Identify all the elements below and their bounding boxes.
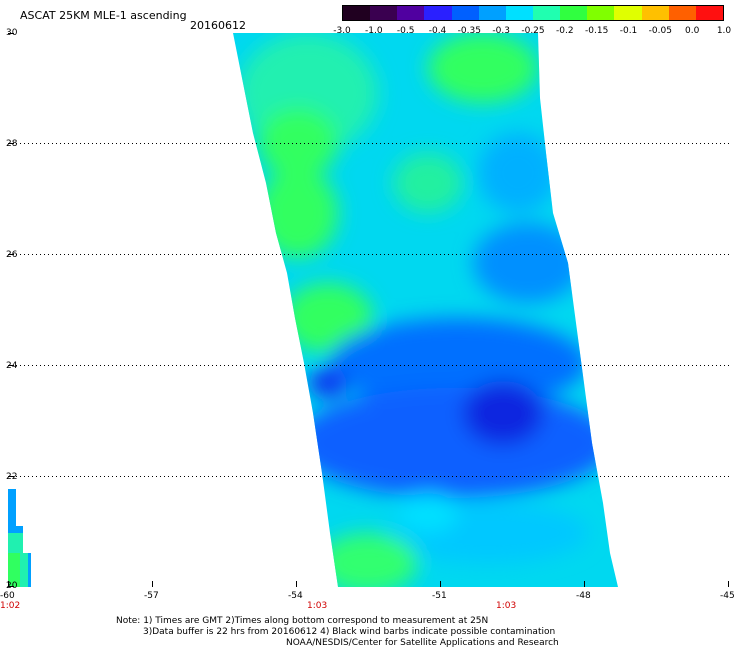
colorbar-swatch bbox=[424, 6, 452, 20]
colorbar-swatch bbox=[397, 6, 425, 20]
x-tick-minus45: -45 bbox=[720, 591, 735, 601]
colorbar bbox=[342, 5, 724, 21]
gridlines bbox=[8, 143, 729, 477]
time-label-2: 1:03 bbox=[307, 601, 328, 611]
colorbar-label: -0.1 bbox=[619, 26, 638, 36]
colorbar-swatch bbox=[505, 6, 533, 20]
map-title: ASCAT 25KM MLE-1 ascending bbox=[20, 9, 187, 22]
note-line-2: 3)Data buffer is 22 hrs from 20160612 4)… bbox=[143, 627, 556, 637]
colorbar-label: 0.0 bbox=[684, 26, 700, 36]
x-tick-minus57: -57 bbox=[144, 591, 159, 601]
y-tick-20: 20 bbox=[6, 581, 18, 591]
colorbar-swatch bbox=[370, 6, 398, 20]
x-tick-minus60: -60 bbox=[0, 591, 15, 601]
y-tick-30: 30 bbox=[6, 28, 18, 38]
x-tick-minus48: -48 bbox=[576, 591, 591, 601]
colorbar-label: -1.0 bbox=[365, 26, 383, 36]
map-plot bbox=[8, 33, 729, 587]
swath-sliver bbox=[8, 489, 31, 587]
colorbar-label: -0.5 bbox=[396, 26, 415, 36]
time-label-3: 1:03 bbox=[496, 601, 517, 611]
colorbar-swatch bbox=[451, 6, 479, 20]
colorbar-swatch bbox=[614, 6, 642, 20]
map-date: 20160612 bbox=[190, 19, 246, 32]
colorbar-label: -0.25 bbox=[521, 26, 545, 36]
colorbar-label: -0.2 bbox=[556, 26, 574, 36]
x-tick-minus54: -54 bbox=[288, 591, 303, 601]
colorbar-label: -0.4 bbox=[428, 26, 447, 36]
note-line-1: Note: 1) Times are GMT 2)Times along bot… bbox=[116, 616, 489, 626]
colorbar-swatch bbox=[560, 6, 588, 20]
colorbar-swatch bbox=[641, 6, 669, 20]
y-tick-22: 22 bbox=[6, 472, 18, 482]
swath-field bbox=[233, 33, 618, 587]
colorbar-label: -0.3 bbox=[492, 26, 510, 36]
colorbar-labels: -3.0 -1.0 -0.5 -0.4 -0.35 -0.3 -0.25 -0.2 -0.15-… bbox=[330, 26, 740, 38]
colorbar-swatch bbox=[532, 6, 561, 20]
colorbar-swatch bbox=[668, 6, 696, 20]
colorbar-label: -0.05 bbox=[648, 26, 672, 36]
axis-ticks bbox=[8, 33, 729, 587]
y-tick-26: 26 bbox=[6, 250, 18, 260]
colorbar-swatch bbox=[343, 6, 371, 20]
colorbar-swatch bbox=[587, 6, 615, 20]
colorbar-label: 1.0 bbox=[716, 26, 732, 36]
colorbar-swatch bbox=[695, 6, 723, 20]
note-line-3: NOAA/NESDIS/Center for Satellite Applica… bbox=[286, 638, 559, 648]
colorbar-label: -0.35 bbox=[457, 26, 481, 36]
colorbar-label: -0.15 bbox=[585, 26, 609, 36]
y-tick-24: 24 bbox=[6, 361, 18, 371]
colorbar-swatch bbox=[478, 6, 506, 20]
time-label-1: 1:02 bbox=[0, 601, 21, 611]
x-tick-minus51: -51 bbox=[432, 591, 447, 601]
colorbar-label: -3.0 bbox=[333, 26, 351, 36]
y-tick-28: 28 bbox=[6, 139, 18, 149]
